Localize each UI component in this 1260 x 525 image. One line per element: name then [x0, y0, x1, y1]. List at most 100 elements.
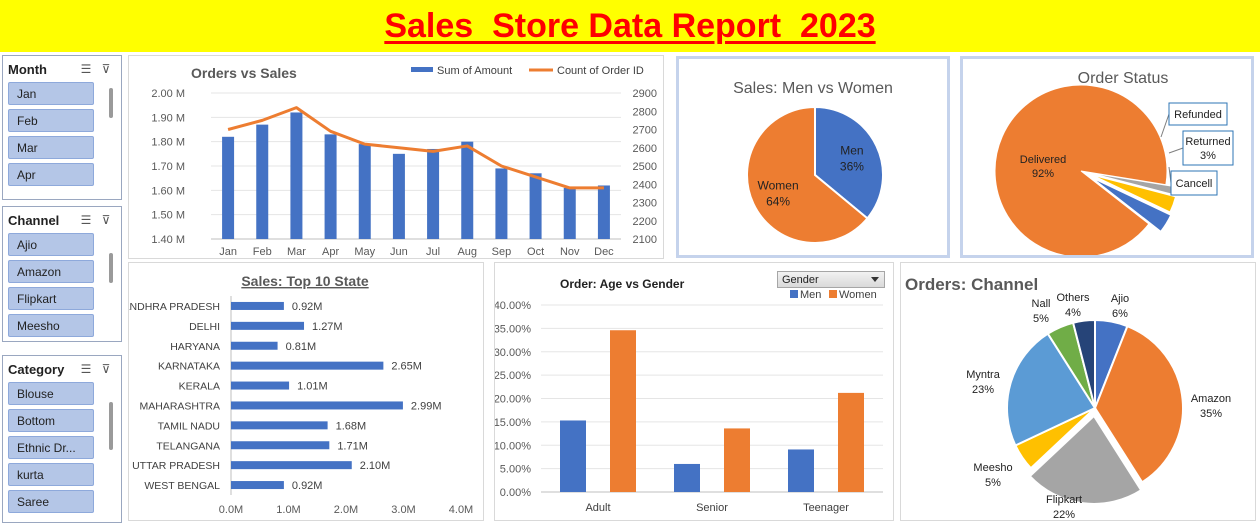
- x-tick-label: Senior: [696, 502, 728, 514]
- bar-west-bengal: [231, 481, 284, 490]
- bar-karnataka: [231, 361, 384, 370]
- bar-value-label: 1.71M: [337, 440, 368, 452]
- pie-label-name: Myntra: [966, 369, 1001, 381]
- category-label: ANDHRA PRADESH: [129, 301, 220, 313]
- bar-amount-feb: [256, 124, 269, 239]
- bar-men-senior: [674, 463, 700, 492]
- y-tick-label: 15.00%: [495, 417, 531, 429]
- callout-box-cancell: [1170, 170, 1218, 196]
- pie-slice-women: [746, 105, 869, 244]
- slicer-scrollbar[interactable]: [109, 253, 113, 283]
- chevron-down-icon: [871, 277, 879, 282]
- category-label: DELHI: [189, 321, 220, 333]
- pie-label-value: 23%: [972, 384, 994, 396]
- bar-uttar-pradesh: [231, 461, 352, 470]
- slicer-title: Category: [8, 361, 65, 377]
- pie-label-value: 92%: [1032, 168, 1054, 180]
- slicer-scrollbar[interactable]: [109, 88, 113, 118]
- legend-swatch-women: [829, 290, 837, 298]
- right-axis-tick-label: 2500: [633, 161, 657, 173]
- gender-filter-dropdown[interactable]: Gender: [777, 271, 885, 288]
- legend-label-amount: Sum of Amount: [437, 65, 512, 77]
- pie-label-value: 22%: [1053, 509, 1075, 520]
- bar-women-teenager: [838, 392, 864, 492]
- y-tick-label: 35.00%: [495, 323, 531, 335]
- pie-label-name: Men: [840, 144, 863, 158]
- x-tick-label: Jan: [219, 246, 237, 258]
- slicer-item-ajio[interactable]: Ajio: [8, 233, 94, 256]
- slicer-item-jan[interactable]: Jan: [8, 82, 94, 105]
- x-tick-label: 4.0M: [449, 504, 473, 516]
- slicer-item-ethnic-dress[interactable]: Ethnic Dr...: [8, 436, 94, 459]
- pie-label-value: 4%: [1065, 307, 1081, 319]
- callout-box-refunded: [1168, 102, 1228, 126]
- clear-filter-icon[interactable]: ⊽: [101, 362, 111, 376]
- right-axis-tick-label: 2100: [633, 234, 657, 246]
- category-label: UTTAR PRADESH: [132, 460, 220, 472]
- x-tick-label: 2.0M: [334, 504, 358, 516]
- pie-slice-returned: [1092, 174, 1177, 213]
- x-tick-label: Adult: [585, 502, 610, 514]
- slicer-channel: Channel ☰ ⊽ Ajio Amazon Flipkart Meesho: [2, 206, 122, 342]
- report-banner: Sales Store Data Report 2023: [0, 0, 1260, 52]
- slicer-item-amazon[interactable]: Amazon: [8, 260, 94, 283]
- x-tick-label: Apr: [322, 246, 339, 258]
- bar-value-label: 1.68M: [336, 420, 367, 432]
- right-axis-tick-label: 2400: [633, 179, 657, 191]
- multi-select-icon[interactable]: ☰: [80, 213, 92, 227]
- pie-label-value: 5%: [1033, 313, 1049, 325]
- bar-tamil-nadu: [231, 421, 328, 430]
- y-tick-label: 25.00%: [495, 370, 531, 382]
- slicer-header: Month ☰ ⊽: [3, 56, 121, 82]
- chart-title: Order: Age vs Gender: [560, 277, 685, 291]
- slicer-item-meesho[interactable]: Meesho: [8, 314, 94, 337]
- pie-label-name: Women: [758, 178, 799, 192]
- slicer-item-feb[interactable]: Feb: [8, 109, 94, 132]
- bar-women-adult: [610, 330, 636, 492]
- gender-filter-label: Gender: [782, 273, 819, 286]
- bar-value-label: 0.92M: [292, 480, 323, 492]
- pie-slice-delivered: [994, 84, 1168, 258]
- chart-title: Orders: Channel: [905, 275, 1038, 294]
- pie-label-name: Nall: [1032, 298, 1051, 310]
- category-label: KARNATAKA: [158, 361, 220, 373]
- chart-title: Orders vs Sales: [191, 65, 297, 81]
- callout-leader: [1168, 147, 1184, 154]
- y-tick-label: 40.00%: [495, 300, 531, 312]
- right-axis-tick-label: 2700: [633, 125, 657, 137]
- slicer-item-kurta[interactable]: kurta: [8, 463, 94, 486]
- clear-filter-icon[interactable]: ⊽: [101, 62, 111, 76]
- callout-box-returned: [1182, 130, 1234, 166]
- multi-select-icon[interactable]: ☰: [80, 362, 92, 376]
- slicer-scrollbar[interactable]: [109, 402, 113, 450]
- orders-vs-sales-panel: Orders vs Sales Sum of Amount Count of O…: [128, 55, 664, 259]
- pie-label-value: 5%: [985, 477, 1001, 489]
- age-gender-panel: Order: Age vs Gender Men Women 0.00% 5.00…: [494, 262, 894, 521]
- legend-label-men: Men: [800, 289, 821, 301]
- slicer-item-flipkart[interactable]: Flipkart: [8, 287, 94, 310]
- x-tick-label: Sep: [492, 246, 512, 258]
- slicer-item-mar[interactable]: Mar: [8, 136, 94, 159]
- left-axis-tick-label: 2.00 M: [151, 88, 185, 100]
- x-tick-label: 1.0M: [276, 504, 300, 516]
- age-gender-bar-chart: Order: Age vs Gender Men Women 0.00% 5.00…: [494, 277, 883, 514]
- clear-filter-icon[interactable]: ⊽: [101, 213, 111, 227]
- x-tick-label: Teenager: [803, 502, 849, 514]
- slicer-item-blouse[interactable]: Blouse: [8, 382, 94, 405]
- category-label: KERALA: [179, 381, 220, 393]
- channel-pie-chart: Orders: Channel Ajio 6% Amazon 35% Flipkart 2…: [905, 275, 1231, 521]
- slicer-item-apr[interactable]: Apr: [8, 163, 94, 186]
- left-axis-tick-label: 1.50 M: [151, 210, 185, 222]
- y-tick-label: 10.00%: [495, 440, 531, 452]
- right-axis-tick-label: 2600: [633, 143, 657, 155]
- bar-maharashtra: [231, 401, 403, 410]
- bar-value-label: 2.10M: [360, 460, 391, 472]
- men-women-panel: Sales: Men vs Women Men 36% Women 64%: [676, 56, 950, 258]
- multi-select-icon[interactable]: ☰: [80, 62, 92, 76]
- slicer-item-bottom[interactable]: Bottom: [8, 409, 94, 432]
- right-axis-tick-label: 2200: [633, 216, 657, 228]
- callout-label-name: Cancell: [1176, 178, 1213, 190]
- y-tick-label: 20.00%: [495, 394, 531, 406]
- slicer-item-saree[interactable]: Saree: [8, 490, 94, 513]
- pie-label-value: 36%: [840, 160, 864, 174]
